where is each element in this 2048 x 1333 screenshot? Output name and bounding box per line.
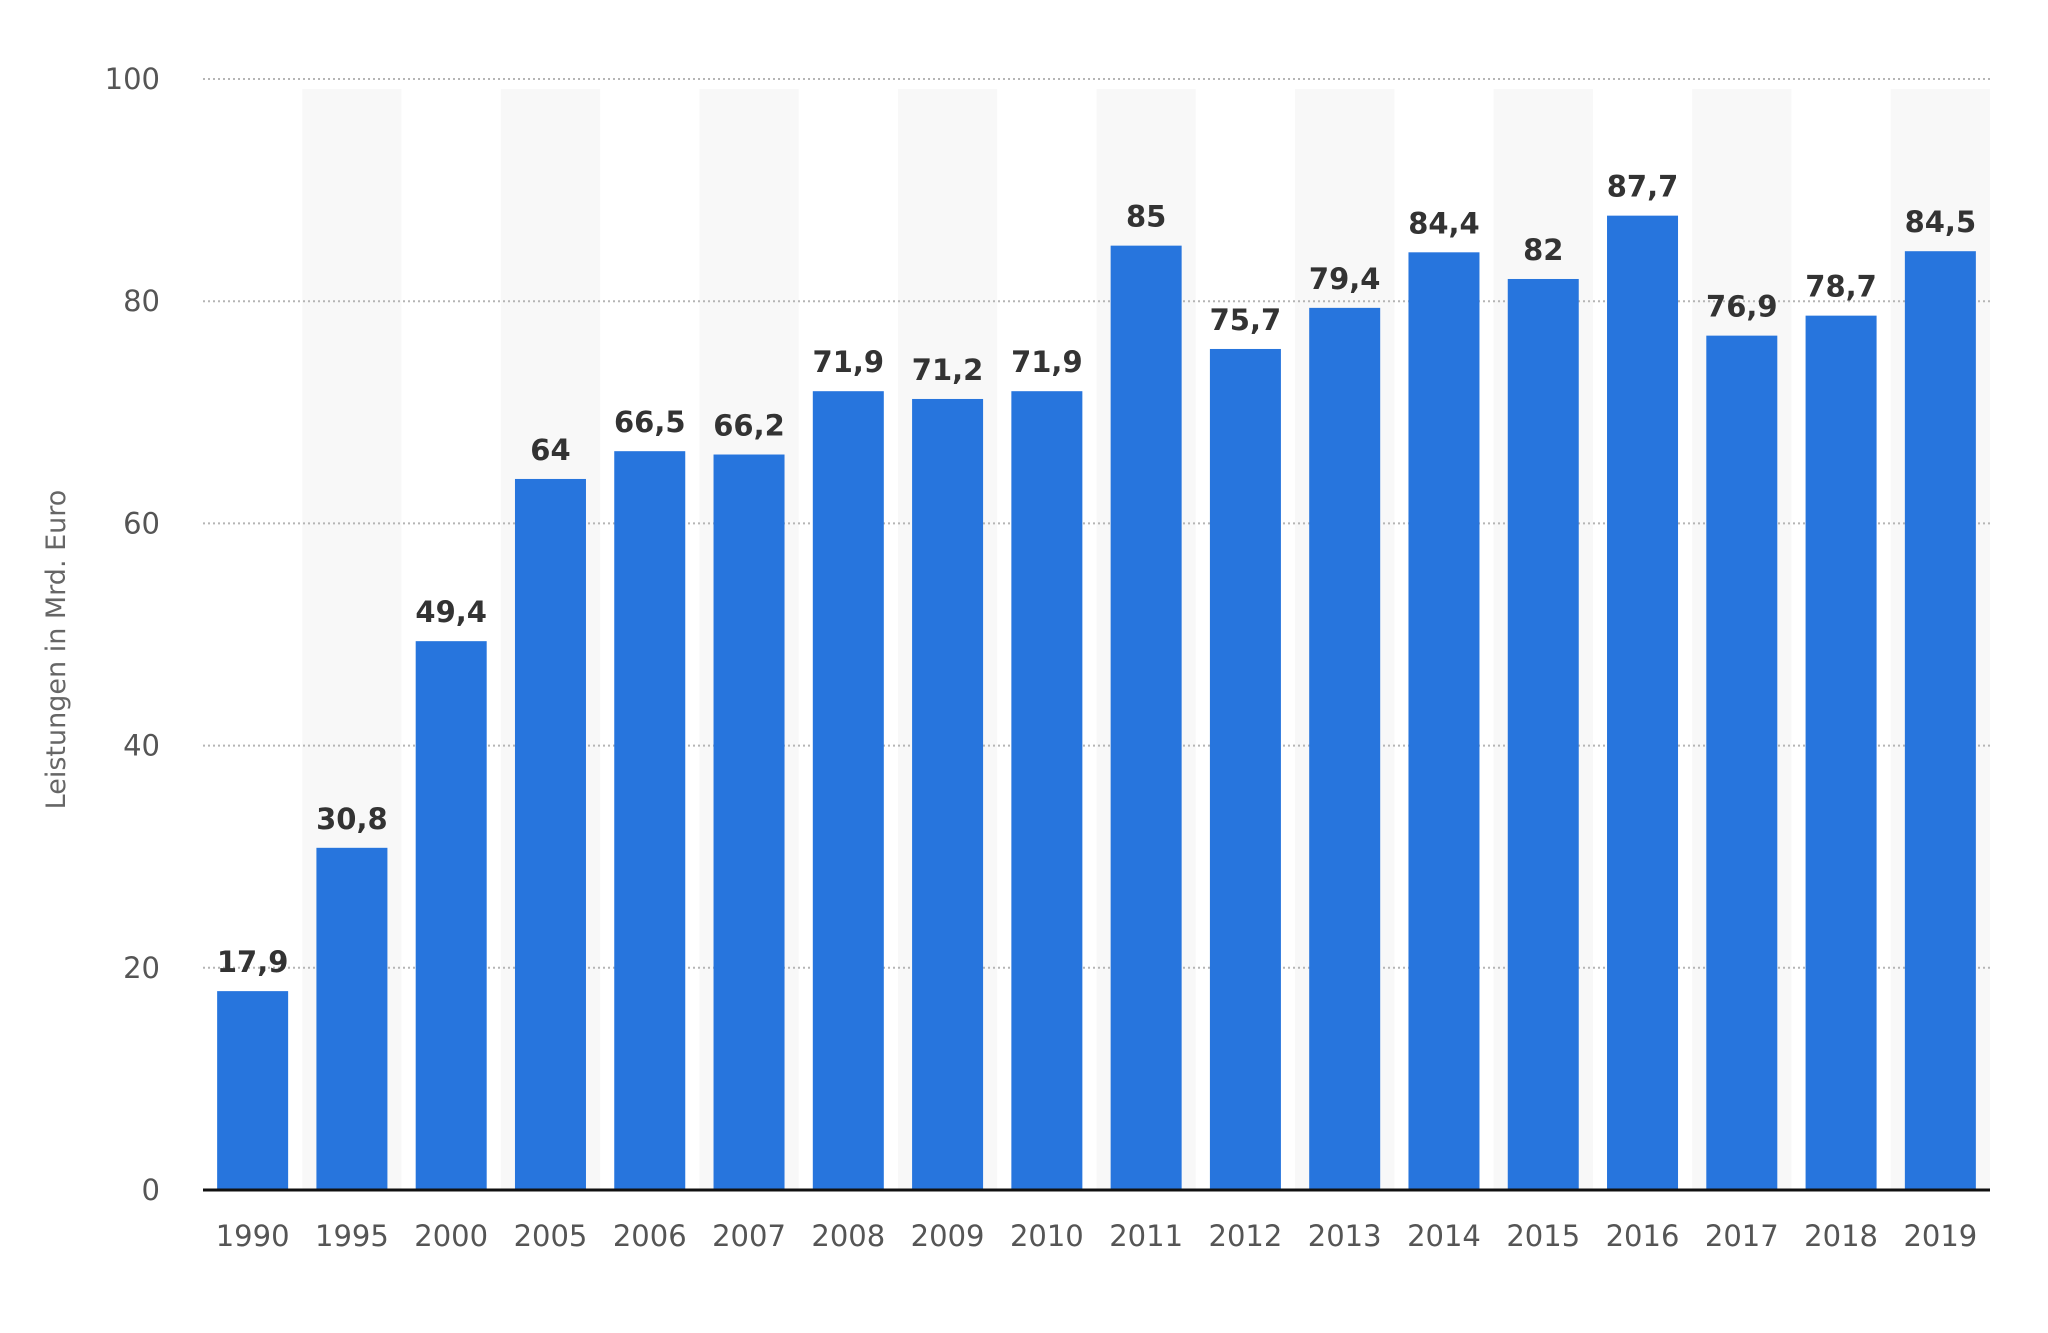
x-axis-labels: 1990 1995 2000 2005 2006 2007 2008 2009 2010 2011…: [216, 1219, 1978, 1253]
bar: [316, 847, 388, 1190]
x-tick-label: 1990: [216, 1219, 290, 1253]
data-label: 71,9: [813, 345, 885, 379]
bar: [1706, 335, 1778, 1190]
y-tick-label: 20: [123, 951, 160, 985]
data-label: 84,5: [1905, 205, 1977, 239]
data-label: 66,5: [614, 405, 686, 439]
bar: [1904, 251, 1976, 1190]
data-label: 78,7: [1805, 270, 1877, 304]
data-label: 30,8: [316, 802, 388, 836]
data-label: 87,7: [1607, 170, 1679, 204]
y-tick-label: 40: [123, 729, 160, 763]
bar: [217, 991, 289, 1190]
bars: [217, 215, 1976, 1191]
x-tick-label: 2000: [414, 1219, 488, 1253]
data-labels: 17,9 30,8 49,4 64 66,5 66,2 71,9 71,2 71,9 85 75,7…: [217, 170, 1976, 979]
data-label: 71,2: [912, 353, 984, 387]
bar: [1408, 252, 1480, 1191]
bar: [1110, 245, 1182, 1190]
x-tick-label: 2007: [712, 1219, 786, 1253]
x-tick-label: 2014: [1407, 1219, 1481, 1253]
x-tick-label: 2008: [811, 1219, 885, 1253]
y-axis-title: Leistungen in Mrd. Euro: [41, 490, 72, 810]
data-label: 82: [1523, 233, 1563, 267]
x-tick-label: 2019: [1903, 1219, 1977, 1253]
x-tick-label: 2018: [1804, 1219, 1878, 1253]
data-label: 85: [1126, 200, 1166, 234]
data-label: 76,9: [1706, 290, 1778, 324]
data-label: 75,7: [1210, 303, 1282, 337]
x-tick-label: 2015: [1506, 1219, 1580, 1253]
data-label: 49,4: [415, 595, 487, 629]
y-axis-ticks: 0 20 40 60 80 100: [105, 62, 160, 1207]
y-tick-label: 0: [142, 1173, 160, 1207]
data-label: 66,2: [713, 409, 785, 443]
x-tick-label: 1995: [315, 1219, 389, 1253]
y-tick-label: 60: [123, 506, 160, 540]
bar: [415, 641, 487, 1190]
x-tick-label: 2011: [1109, 1219, 1183, 1253]
bar: [1209, 348, 1281, 1190]
x-tick-label: 2005: [514, 1219, 588, 1253]
bar: [812, 391, 884, 1190]
bar: [514, 478, 586, 1191]
x-tick-label: 2012: [1209, 1219, 1283, 1253]
bar: [1507, 278, 1579, 1191]
bar: [614, 451, 686, 1190]
x-tick-label: 2006: [613, 1219, 687, 1253]
data-label: 71,9: [1011, 345, 1083, 379]
bar: [912, 398, 984, 1190]
bar: [1309, 307, 1381, 1191]
y-tick-label: 100: [105, 62, 160, 96]
y-tick-label: 80: [123, 284, 160, 318]
data-label: 79,4: [1309, 262, 1381, 296]
bar: [1805, 315, 1877, 1190]
data-label: 84,4: [1408, 206, 1480, 240]
x-tick-label: 2017: [1705, 1219, 1779, 1253]
data-label: 17,9: [217, 945, 289, 979]
data-label: 64: [530, 433, 570, 467]
x-tick-label: 2016: [1606, 1219, 1680, 1253]
x-tick-label: 2013: [1308, 1219, 1382, 1253]
x-tick-label: 2009: [911, 1219, 985, 1253]
bar: [1607, 215, 1679, 1190]
bar: [1011, 391, 1083, 1190]
bar: [713, 454, 785, 1190]
x-tick-label: 2010: [1010, 1219, 1084, 1253]
